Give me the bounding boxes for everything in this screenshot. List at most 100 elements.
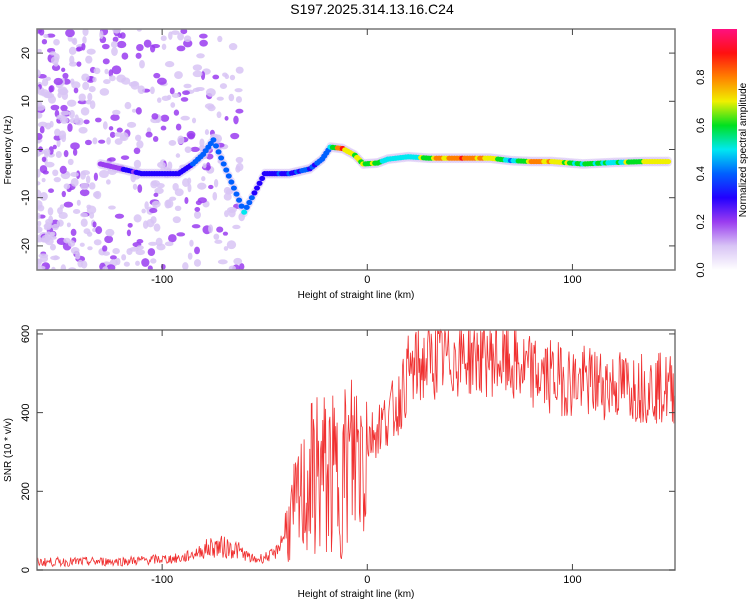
noise-blob [152, 136, 159, 142]
noise-blob [102, 251, 111, 256]
noise-blob [61, 190, 66, 198]
noise-blob [223, 193, 232, 201]
noise-blob [88, 182, 96, 190]
noise-blob [235, 66, 244, 74]
noise-blob [212, 191, 218, 201]
x-tick-label: -100 [151, 574, 173, 586]
noise-blob [135, 249, 146, 256]
noise-blob [126, 121, 137, 128]
noise-blob [75, 252, 81, 260]
x-tick-label: 100 [563, 574, 581, 586]
noise-blob [168, 139, 177, 146]
noise-blob [68, 61, 78, 67]
noise-blob [37, 181, 41, 186]
noise-blob [169, 87, 175, 95]
noise-blob [126, 248, 133, 255]
x-tick-label: 0 [364, 574, 370, 586]
ridge-point [210, 137, 217, 143]
noise-blob [92, 221, 97, 228]
noise-blob [63, 150, 69, 158]
colorbar-tick-label: 0.8 [695, 70, 707, 85]
noise-blob [173, 109, 180, 116]
colorbar-ticks: 0.0 0.2 0.4 0.6 0.8 [695, 70, 707, 278]
noise-blob [53, 53, 60, 61]
noise-blob [217, 259, 228, 265]
noise-blob [174, 205, 182, 212]
spectrogram-heatmap [37, 29, 673, 270]
noise-blob [37, 169, 41, 178]
noise-blob [40, 89, 49, 97]
noise-blob [109, 131, 116, 138]
snr-x-label: Height of straight line (km) [298, 589, 415, 600]
noise-blob [98, 139, 106, 144]
noise-blob [187, 177, 192, 185]
noise-blob [204, 129, 209, 136]
noise-blob [78, 93, 86, 102]
noise-blob [60, 104, 68, 112]
x-tick-label: 100 [563, 274, 581, 286]
noise-blob [37, 69, 41, 78]
noise-blob [102, 121, 108, 130]
noise-blob [104, 235, 114, 244]
noise-blob [93, 67, 101, 75]
noise-blob [72, 208, 81, 215]
noise-blob [189, 239, 194, 247]
noise-blob [93, 239, 102, 246]
noise-blob [51, 223, 59, 231]
noise-blob [223, 246, 229, 251]
noise-blob [133, 214, 142, 223]
noise-blob [83, 119, 90, 125]
noise-blob [76, 46, 84, 52]
noise-blob [201, 176, 206, 182]
noise-blob [39, 126, 45, 134]
ridge-point [246, 199, 253, 206]
noise-blob [49, 51, 57, 56]
snr-frame [36, 329, 676, 571]
noise-blob [114, 213, 125, 219]
noise-blob [89, 211, 95, 219]
noise-blob [114, 138, 123, 145]
noise-blob [56, 219, 64, 227]
noise-blob [234, 88, 243, 93]
noise-blob [95, 226, 103, 235]
noise-blob [154, 187, 164, 195]
noise-blob [149, 208, 158, 214]
ridge-point [259, 175, 266, 182]
noise-blob [76, 61, 82, 67]
noise-blob [164, 241, 174, 247]
noise-blob [119, 32, 126, 39]
noise-blob [153, 223, 161, 232]
noise-blob [123, 261, 130, 267]
noise-blob [105, 179, 111, 185]
noise-blob [116, 74, 127, 83]
colorbar-gradient [712, 29, 737, 270]
noise-blob [37, 112, 43, 119]
noise-blob [216, 226, 224, 233]
ridge-point [236, 197, 243, 203]
noise-blob [41, 78, 49, 87]
noise-blob [172, 216, 181, 224]
noise-blob [102, 245, 108, 252]
noise-blob [83, 228, 91, 235]
ridge-point [233, 191, 240, 197]
noise-blob [160, 35, 167, 42]
noise-blob [106, 137, 111, 145]
noise-blob [67, 240, 76, 247]
noise-blob [143, 39, 152, 48]
noise-blob [70, 228, 77, 237]
noise-blob [67, 123, 73, 132]
ridge-point [238, 203, 245, 209]
noise-blob [82, 81, 90, 91]
noise-blob [50, 104, 60, 111]
noise-blob [72, 148, 78, 156]
noise-blob [235, 96, 243, 103]
noise-blob [57, 207, 63, 215]
noise-blob [93, 172, 98, 181]
noise-blob [54, 128, 61, 137]
noise-blob [223, 186, 232, 195]
noise-blob [43, 34, 49, 39]
noise-blob [184, 146, 192, 153]
spectrogram-y-label: Frequency (Hz) [3, 116, 14, 185]
